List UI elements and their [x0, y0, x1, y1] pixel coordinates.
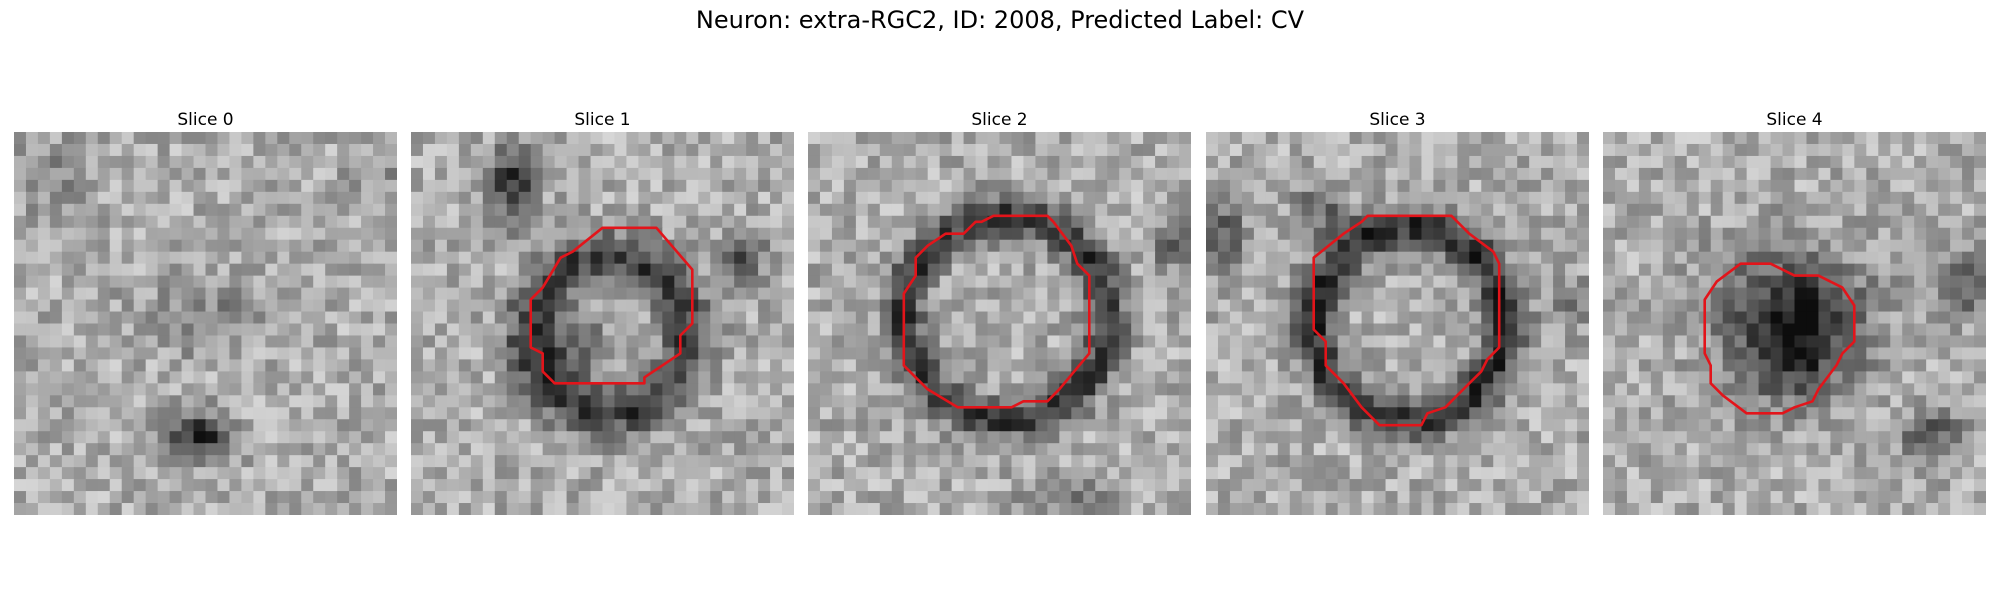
- slice-panel-2: Slice 2: [808, 108, 1191, 515]
- segmentation-contour: [1703, 262, 1856, 415]
- slice-panel-1: Slice 1: [411, 108, 794, 515]
- slice-image: [1206, 132, 1589, 515]
- slice-title: Slice 1: [574, 110, 631, 130]
- slice-panel-0: Slice 0: [14, 108, 397, 515]
- slice-image: [808, 132, 1191, 515]
- slice-panel-4: Slice 4: [1603, 108, 1986, 515]
- slice-title: Slice 2: [971, 110, 1028, 130]
- slice-title: Slice 4: [1766, 110, 1823, 130]
- segmentation-contour: [529, 226, 694, 385]
- slice-image: [1603, 132, 1986, 515]
- figure-title: Neuron: extra-RGC2, ID: 2008, Predicted …: [695, 6, 1305, 34]
- slice-title: Slice 0: [177, 110, 234, 130]
- slice-image: [411, 132, 794, 515]
- slice-image: [14, 132, 397, 515]
- slice-title: Slice 3: [1369, 110, 1426, 130]
- slice-panel-3: Slice 3: [1206, 108, 1589, 515]
- segmentation-contour: [902, 214, 1091, 409]
- segmentation-contour: [1312, 214, 1501, 427]
